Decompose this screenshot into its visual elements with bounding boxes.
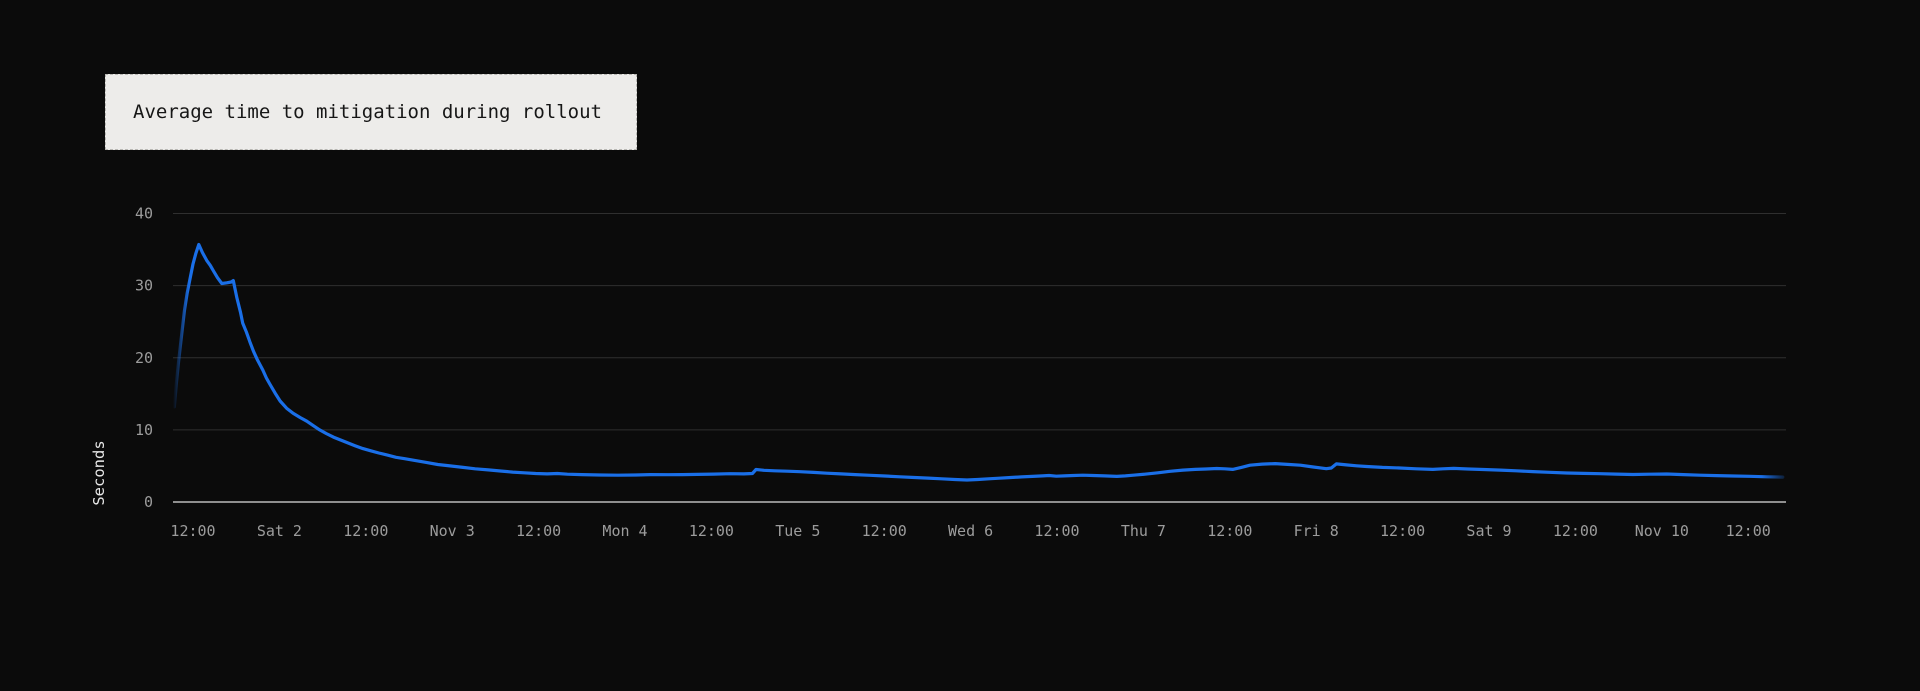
y-tick-label: 0: [144, 493, 153, 511]
chart-title: Average time to mitigation during rollou…: [133, 101, 602, 123]
x-tick-label: 12:00: [1553, 522, 1598, 540]
x-tick-label: Fri 8: [1294, 522, 1339, 540]
y-tick-label: 30: [135, 277, 153, 295]
x-tick-label: Sat 2: [257, 522, 302, 540]
x-tick-label: 12:00: [343, 522, 388, 540]
x-tick-label: 12:00: [1726, 522, 1771, 540]
x-tick-label: Wed 6: [948, 522, 993, 540]
x-tick-label: Nov 3: [430, 522, 475, 540]
x-tick-label: Mon 4: [602, 522, 647, 540]
x-tick-label: 12:00: [1207, 522, 1252, 540]
x-tick-label: Thu 7: [1121, 522, 1166, 540]
x-tick-label: 12:00: [1034, 522, 1079, 540]
x-tick-label: 12:00: [862, 522, 907, 540]
x-tick-label: 12:00: [689, 522, 734, 540]
y-tick-label: 10: [135, 421, 153, 439]
x-tick-label: 12:00: [1380, 522, 1425, 540]
x-tick-label: Nov 10: [1635, 522, 1689, 540]
y-tick-label: 20: [135, 349, 153, 367]
x-tick-label: 12:00: [170, 522, 215, 540]
y-axis-title: Seconds: [90, 440, 108, 506]
y-tick-label: 40: [135, 205, 153, 223]
x-tick-label: 12:00: [516, 522, 561, 540]
x-tick-label: Tue 5: [775, 522, 820, 540]
x-tick-label: Sat 9: [1466, 522, 1511, 540]
series-line-average-time-to-mitigation: [172, 242, 1785, 482]
chart-title-card: Average time to mitigation during rollou…: [105, 74, 637, 150]
